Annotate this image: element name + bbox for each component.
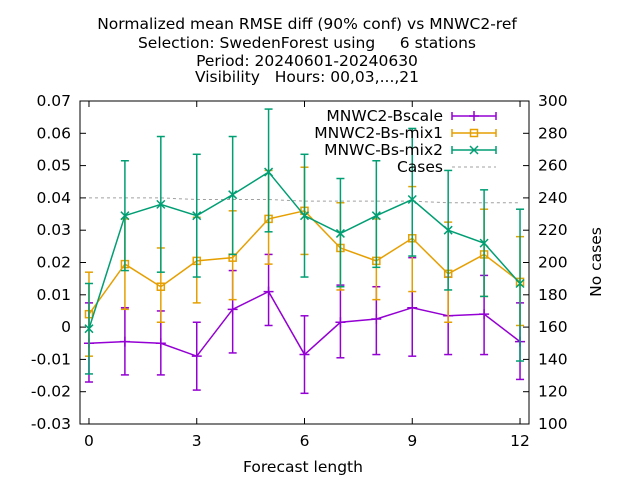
- chart-title: Normalized mean RMSE diff (90% conf) vs …: [97, 15, 517, 86]
- data-point: [443, 225, 453, 235]
- y-tick-label: -0.03: [31, 415, 71, 433]
- y2-tick-label: 280: [538, 124, 568, 142]
- series-layer: [83, 108, 526, 395]
- data-point: [335, 317, 346, 328]
- ticks-layer: -0.03 -0.02 -0.01 0 0.01 0.02 0.03 0.04 0.05 0.06…: [31, 92, 568, 450]
- y-tick-label: 0.04: [36, 189, 71, 207]
- y2-tick-label: 300: [538, 92, 568, 110]
- data-point: [228, 190, 238, 200]
- y-tick-label: 0: [61, 318, 71, 336]
- data-point: [299, 211, 310, 221]
- title-line-2: Selection: SwedenForest using 6 stations: [138, 34, 476, 52]
- data-point: [227, 304, 238, 315]
- y-tick-label: 0.06: [36, 124, 71, 142]
- y-tick-label: -0.01: [31, 350, 71, 368]
- legend: MNWC2-BscaleMNWC2-Bs-mix1MNWC-Bs-mix2Cas…: [314, 107, 497, 176]
- data-point: [469, 145, 479, 155]
- x-tick-label: 6: [300, 432, 310, 450]
- y-tick-label: 0.07: [36, 92, 71, 110]
- legend-label: MNWC2-Bs-mix1: [314, 124, 443, 142]
- title-line-1: Normalized mean RMSE diff (90% conf) vs …: [97, 15, 517, 33]
- y-tick-label: 0.01: [36, 286, 71, 304]
- x-tick-label: 0: [84, 432, 94, 450]
- data-point: [407, 194, 417, 205]
- data-point: [371, 314, 382, 325]
- data-point: [119, 336, 130, 347]
- title-line-4: Visibility Hours: 00,03,...,21: [195, 68, 419, 86]
- data-point: [479, 309, 490, 320]
- y2-tick-label: 100: [538, 415, 568, 433]
- data-point: [469, 111, 479, 121]
- data-point: [263, 286, 274, 297]
- x-tick-label: 9: [407, 432, 417, 450]
- y2-tick-label: 160: [538, 318, 568, 336]
- data-point: [192, 211, 202, 221]
- y-tick-label: 0.02: [36, 254, 71, 272]
- data-point: [407, 302, 418, 313]
- data-point: [156, 282, 166, 291]
- y2-tick-label: 120: [538, 383, 568, 401]
- data-point: [156, 199, 166, 209]
- series-mnwc2-bscale: [83, 253, 526, 395]
- series-mnwc-bs-mix2: [84, 108, 525, 375]
- data-point: [469, 128, 479, 138]
- x-axis-label: Forecast length: [243, 458, 363, 476]
- data-point: [264, 167, 274, 177]
- data-point: [515, 278, 525, 289]
- data-point: [84, 324, 94, 334]
- data-point: [120, 211, 130, 221]
- y-tick-label: -0.02: [31, 383, 71, 401]
- data-point: [479, 238, 489, 248]
- y-tick-label: 0.03: [36, 221, 71, 239]
- y-tick-label: 0.05: [36, 157, 71, 175]
- legend-label: MNWC2-Bscale: [326, 107, 443, 125]
- y2-tick-label: 200: [538, 254, 568, 272]
- legend-label: MNWC-Bs-mix2: [324, 141, 443, 159]
- y2-tick-label: 140: [538, 350, 568, 368]
- y2-tick-label: 180: [538, 286, 568, 304]
- y2-axis-label: No cases: [587, 227, 605, 297]
- x-tick-label: 3: [192, 432, 202, 450]
- legend-label: Cases: [397, 158, 443, 176]
- x-tick-label: 12: [510, 432, 530, 450]
- data-point: [191, 351, 202, 362]
- data-point: [155, 338, 166, 349]
- data-point: [371, 211, 381, 221]
- data-point: [335, 228, 345, 238]
- y2-tick-label: 260: [538, 157, 568, 175]
- data-point: [299, 349, 310, 360]
- title-line-3: Period: 20240601-20240630: [196, 52, 418, 70]
- y2-tick-label: 220: [538, 221, 568, 239]
- y2-tick-label: 240: [538, 189, 568, 207]
